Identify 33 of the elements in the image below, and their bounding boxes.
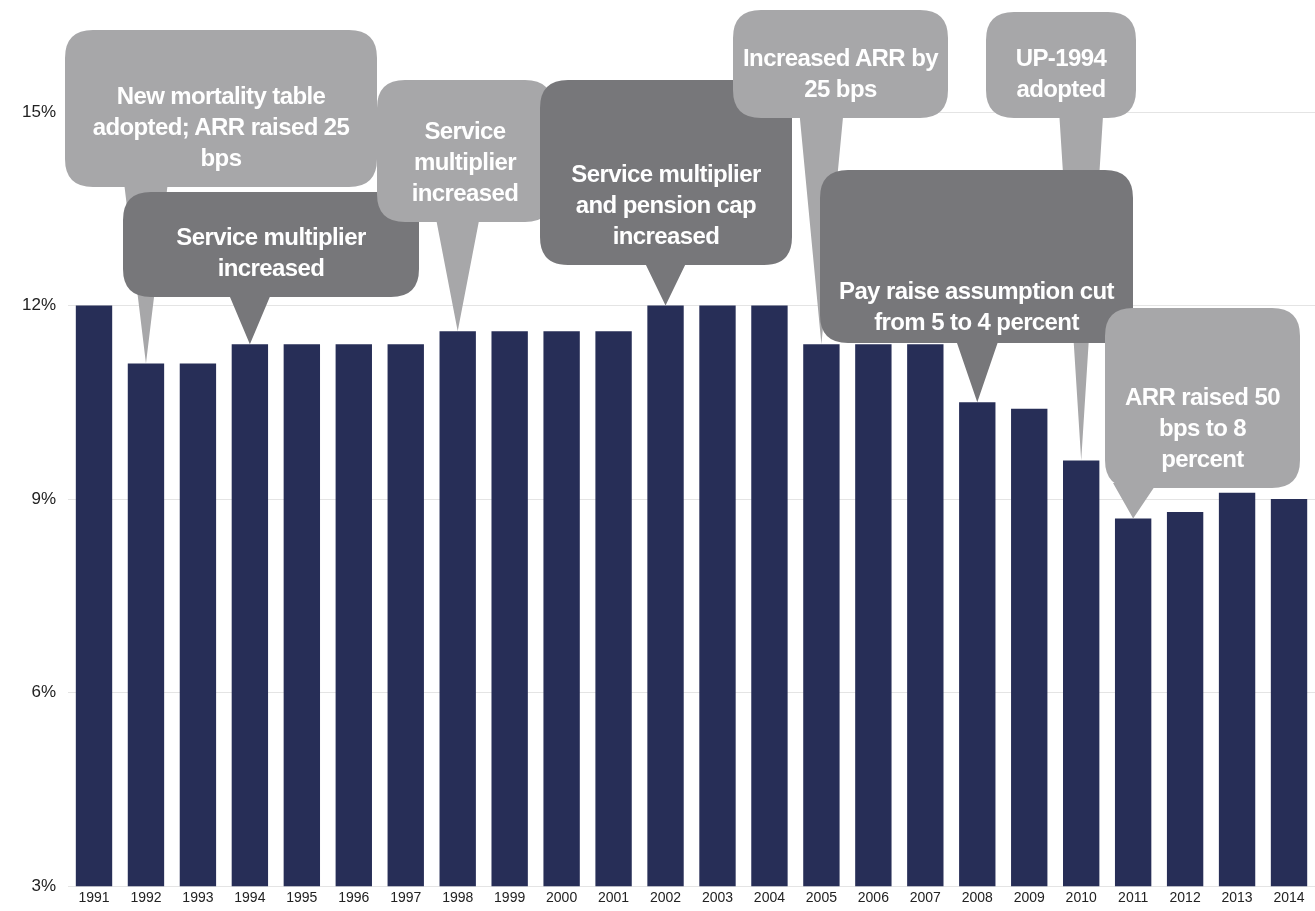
x-tick-label: 2010 — [1065, 889, 1097, 906]
x-tick-label: 2002 — [649, 889, 682, 906]
x-tick-label: 1991 — [78, 889, 110, 906]
x-tick-label: 2014 — [1273, 889, 1305, 906]
x-tick-label: 2000 — [546, 889, 578, 906]
x-tick-label: 1998 — [442, 889, 474, 906]
x-tick-label: 2004 — [753, 889, 786, 906]
x-tick-label: 2013 — [1221, 889, 1253, 906]
x-tick-label: 2008 — [961, 889, 994, 906]
y-tick-label: 12% — [21, 295, 57, 315]
y-tick-label: 6% — [31, 682, 57, 702]
x-tick-label: 1992 — [130, 889, 162, 906]
y-tick-label: 3% — [31, 875, 57, 895]
x-tick-label: 1995 — [286, 889, 318, 906]
x-tick-label: 2007 — [909, 889, 942, 906]
speech-bubble: Service multiplier and pension cap increased — [540, 80, 792, 306]
x-tick-label: 1994 — [234, 889, 266, 906]
annotation: Service multiplier increased — [176, 223, 366, 281]
annotation: New mortality table adopted; ARR raised 25 bps — [91, 81, 351, 173]
y-tick-label: 9% — [31, 488, 57, 508]
x-tick-label: 1993 — [182, 889, 214, 906]
x-tick-label: 1997 — [390, 889, 422, 906]
annotation: UP-1994 adopted — [1014, 43, 1108, 104]
x-tick-label: 2009 — [1013, 889, 1046, 906]
x-tick-label: 2012 — [1169, 889, 1201, 906]
x-tick-label: 2001 — [598, 889, 630, 906]
x-tick-label: 1996 — [338, 889, 370, 906]
x-tick-label: 2006 — [857, 889, 890, 906]
x-tick-label: 2003 — [701, 889, 734, 906]
x-tick-label: 2005 — [805, 889, 838, 906]
x-tick-label: 1999 — [494, 889, 526, 906]
y-tick-label: 15% — [21, 101, 57, 121]
x-tick-label: 2011 — [1118, 889, 1149, 906]
